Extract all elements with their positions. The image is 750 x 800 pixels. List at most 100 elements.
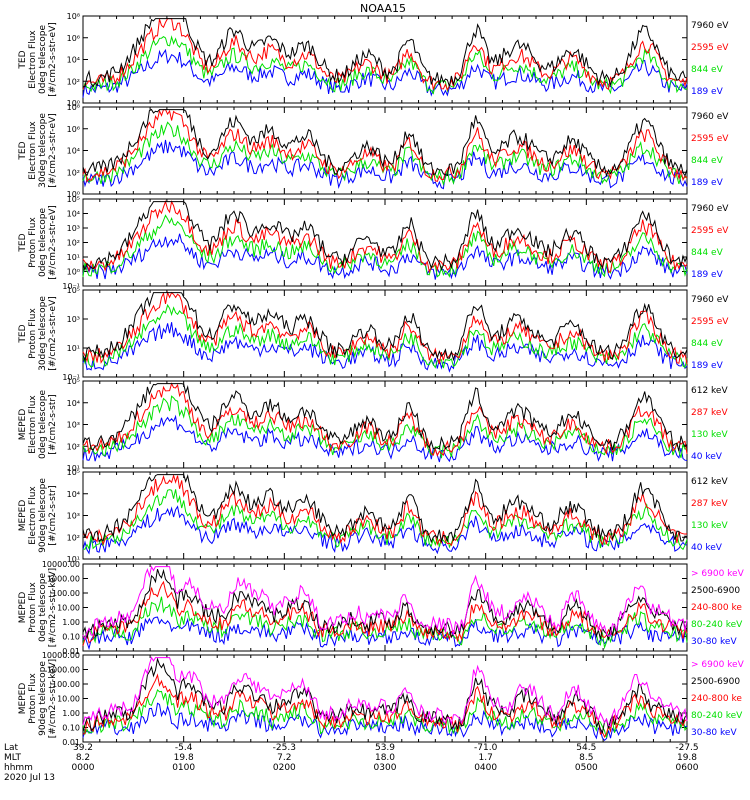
footer-lat-value: -27.5 [675, 743, 698, 753]
y-axis-label: MEPEDProton Flux90deg telescope[#/cm2-s-… [18, 659, 58, 738]
series-trace-80-240-kev [82, 596, 688, 650]
series-trace-7960-ev [82, 108, 688, 178]
footer-lat-value: 53.9 [375, 743, 395, 753]
legend-entry: 189 eV [691, 270, 724, 280]
series-trace-189-ev [82, 233, 688, 280]
y-tick-label: 10⁵ [67, 377, 80, 386]
y-tick-label: 10⁴ [67, 147, 80, 156]
y-tick-label: 0.01 [62, 647, 80, 656]
y-tick-label: 10³ [67, 224, 80, 233]
legend-entry: 2500-6900 [691, 586, 740, 596]
legend-entry: 7960 eV [691, 204, 729, 214]
legend-entry: 844 eV [691, 65, 724, 75]
legend-entry: 7960 eV [691, 112, 729, 122]
panel-frame [82, 198, 688, 287]
panel-frame [82, 380, 688, 469]
footer-mlt-value: 7.2 [277, 753, 291, 763]
footer-lat-value: -71.0 [474, 743, 498, 753]
y-axis-label: TEDProton Flux30deg telescope[#/cm2-s-st… [18, 296, 58, 371]
series-trace-612-kev [82, 474, 688, 544]
series-trace-287-kev [82, 473, 688, 547]
figure-title: NOAA15 [360, 2, 406, 15]
y-tick-label: 10⁸ [67, 103, 80, 112]
footer-hhmm-value: 0400 [474, 763, 497, 773]
legend-entry: 7960 eV [691, 21, 729, 31]
y-tick-label: 10.00 [57, 695, 80, 704]
y-axis-label: MEPEDElectron Flux0deg telescope[#/cm2-s… [18, 390, 58, 460]
panel-6: 10¹ 10² 10³ 10⁴ 10⁵ MEPEDElectron Flux90deg t… [18, 468, 728, 564]
footer-mlt-value: 8.5 [579, 753, 593, 763]
legend-entry: 40 keV [691, 543, 723, 553]
footer-mlt-value: 19.8 [677, 753, 697, 763]
y-tick-label: 10.00 [57, 604, 80, 613]
y-tick-label: 10² [67, 442, 80, 451]
series-trace-7960-ev [82, 201, 688, 272]
legend-entry: 844 eV [691, 248, 724, 258]
series-trace-844-ev [82, 121, 688, 186]
y-tick-label: 10⁸ [67, 12, 80, 21]
series-trace-2595-ev [82, 199, 688, 274]
legend-entry: 189 eV [691, 178, 724, 188]
y-axis-label: TEDElectron Flux30deg telescope[#/cm2-s-… [18, 113, 58, 188]
y-axis-label: MEPEDProton Flux0deg telescope[#/cm2-s-s… [18, 568, 58, 647]
y-tick-label: 10² [67, 533, 80, 542]
y-tick-label: 10⁴ [67, 210, 80, 219]
panel-frame [82, 563, 688, 652]
legend-entry: 189 eV [691, 361, 724, 371]
y-tick-label: 10⁰ [67, 268, 80, 277]
footer-lat-value: 54.5 [576, 743, 596, 753]
y-tick-label: 10³ [67, 421, 80, 430]
series-trace--6900-kev [82, 565, 688, 641]
y-tick-label: 10⁵ [67, 468, 80, 477]
footer-lat-value: 39.2 [73, 743, 93, 753]
legend-entry: 30-80 keV [691, 637, 737, 647]
footer-hhmm-value: 0600 [676, 763, 699, 773]
footer-hhmm-value: 0500 [575, 763, 598, 773]
y-tick-label: 0.10 [62, 633, 80, 642]
y-tick-label: 10¹ [67, 555, 80, 564]
y-tick-label: 10⁴ [67, 56, 80, 65]
y-tick-label: 10⁻¹ [62, 282, 80, 291]
footer-mlt-value: 8.2 [76, 753, 90, 763]
panel-3: 10⁻¹ 10⁰ 10¹ 10² 10³ 10⁴ 10⁵ TEDProton Flux0deg… [18, 195, 729, 291]
legend-entry: 612 keV [691, 477, 728, 487]
y-tick-label: 10000.00 [42, 651, 80, 660]
legend-entry: 240-800 ke [691, 694, 742, 704]
legend-entry: 2595 eV [691, 43, 729, 53]
series-trace-189-ev [82, 139, 688, 190]
y-tick-label: 1.00 [62, 618, 80, 627]
series-trace-30-80-kev [82, 702, 688, 742]
y-tick-label: 10⁰ [67, 190, 80, 199]
footer-mlt-value: 1.7 [479, 753, 493, 763]
y-tick-label: 10⁰ [67, 99, 80, 108]
legend-entry: 844 eV [691, 339, 724, 349]
legend-entry: 2595 eV [691, 134, 729, 144]
legend-entry: > 6900 keV [691, 569, 745, 579]
panel-4: 10⁻¹ 10¹ 10³ 10⁵ TEDProton Flux30deg telesco… [18, 286, 729, 382]
y-tick-label: 0.10 [62, 724, 80, 733]
footer-row-label: MLT [4, 753, 22, 763]
series-trace-40-kev [82, 505, 688, 555]
legend-entry: 287 keV [691, 499, 728, 509]
panel-7: 0.01 0.10 1.00 10.00 100.00 1000.00 10000.00ME… [18, 560, 745, 656]
y-tick-label: 10⁵ [67, 195, 80, 204]
y-axis-label: MEPEDElectron Flux90deg telescope[#/cm2-… [18, 478, 58, 553]
panel-5: 10¹ 10² 10³ 10⁴ 10⁵ MEPEDElectron Flux0deg te… [18, 377, 728, 473]
series-trace-7960-ev [82, 292, 688, 363]
panel-1: 10⁰ 10² 10⁴ 10⁶ 10⁸ TEDElectron Flux0deg tele… [18, 12, 729, 108]
y-axis-label: TEDElectron Flux0deg telescope[#/cm2-s-s… [18, 22, 58, 97]
y-tick-label: 10³ [67, 315, 80, 324]
legend-entry: 80-240 keV [691, 711, 743, 721]
footer-mlt-value: 18.0 [375, 753, 395, 763]
y-tick-label: 100.00 [52, 589, 80, 598]
footer-lat-value: -25.3 [273, 743, 296, 753]
legend-entry: 240-800 ke [691, 603, 742, 613]
y-tick-label: 1000.00 [47, 666, 80, 675]
y-tick-label: 10² [67, 239, 80, 248]
series-trace-130-kev [82, 395, 688, 459]
y-axis-label: TEDProton Flux0deg telescope[#/cm2-s-str… [18, 205, 58, 280]
y-tick-label: 10⁶ [67, 125, 80, 134]
panel-8: 0.01 0.10 1.00 10.00 100.00 1000.00 10000.00ME… [18, 651, 745, 747]
series-trace-844-ev [82, 214, 688, 278]
legend-entry: 80-240 keV [691, 620, 743, 630]
